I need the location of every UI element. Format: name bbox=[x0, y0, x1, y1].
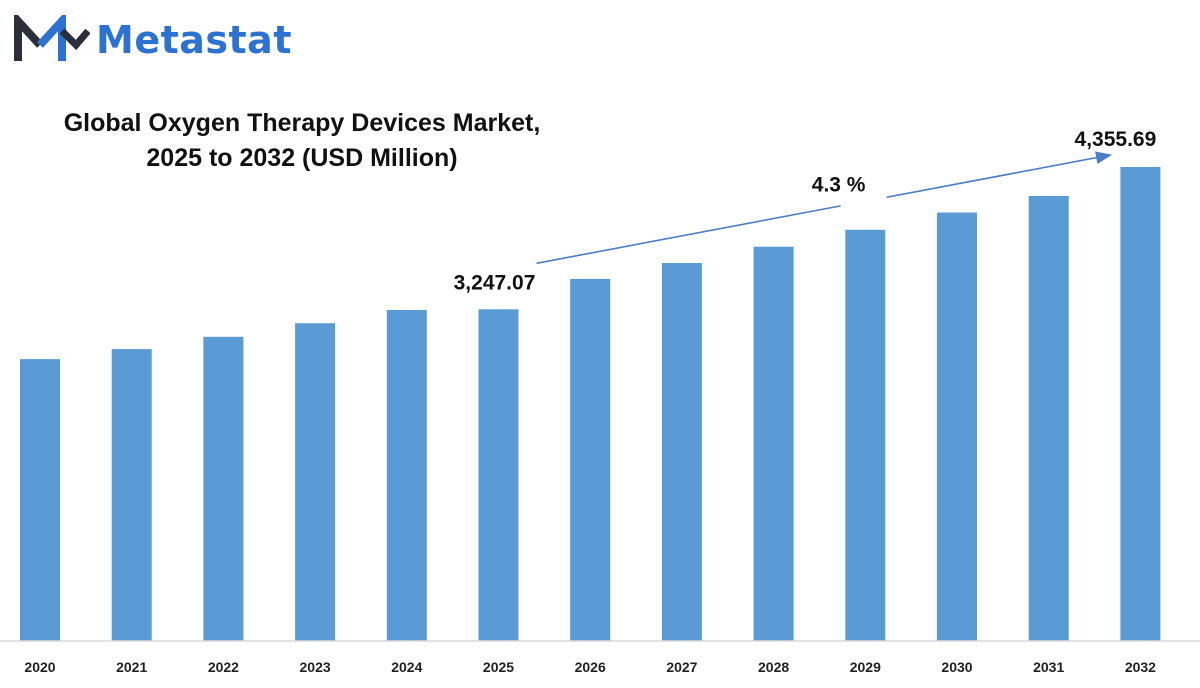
annotation-start-value: 3,247.07 bbox=[454, 271, 536, 294]
x-tick-label-2024: 2024 bbox=[391, 659, 422, 675]
metastat-m-logo-icon bbox=[14, 15, 90, 61]
x-tick-label-2027: 2027 bbox=[666, 659, 697, 675]
x-tick-label-2028: 2028 bbox=[758, 659, 789, 675]
bar-2021 bbox=[111, 349, 152, 641]
x-tick-label-2022: 2022 bbox=[208, 659, 239, 675]
bar-2028 bbox=[753, 246, 794, 641]
bar-2020 bbox=[20, 359, 60, 641]
annotation-end-value: 4,355.69 bbox=[1075, 128, 1157, 151]
brand-logo: Metastat bbox=[14, 14, 292, 66]
x-tick-label-2032: 2032 bbox=[1125, 659, 1156, 675]
x-tick-label-2029: 2029 bbox=[850, 659, 881, 675]
x-tick-label-2023: 2023 bbox=[300, 659, 331, 675]
bar-2027 bbox=[661, 263, 702, 641]
bar-2022 bbox=[203, 336, 244, 641]
x-tick-label-2020: 2020 bbox=[24, 659, 55, 675]
x-tick-label-2025: 2025 bbox=[483, 659, 514, 675]
chart-title: Global Oxygen Therapy Devices Market, 20… bbox=[22, 106, 582, 176]
bar-2024 bbox=[386, 310, 427, 641]
bar-2032 bbox=[1120, 167, 1161, 641]
bar-2031 bbox=[1028, 196, 1069, 641]
chart-title-line-1: Global Oxygen Therapy Devices Market, bbox=[63, 109, 541, 137]
x-tick-label-2026: 2026 bbox=[575, 659, 606, 675]
bar-2025 bbox=[478, 309, 519, 641]
x-tick-label-2031: 2031 bbox=[1033, 659, 1064, 675]
x-tick-label-2021: 2021 bbox=[116, 659, 147, 675]
bar-2030 bbox=[937, 212, 977, 641]
bar-2026 bbox=[570, 278, 611, 641]
chart-title-line-2: 2025 to 2032 (USD Million) bbox=[146, 144, 458, 172]
cagr-arrow-segment-left bbox=[536, 205, 841, 265]
cagr-arrow-segment-right bbox=[886, 151, 1112, 199]
brand-name: Metastat bbox=[96, 18, 292, 62]
bar-2023 bbox=[295, 323, 336, 641]
annotation-cagr: 4.3 % bbox=[812, 174, 866, 197]
x-tick-label-2030: 2030 bbox=[941, 659, 972, 675]
bar-2029 bbox=[845, 229, 886, 642]
